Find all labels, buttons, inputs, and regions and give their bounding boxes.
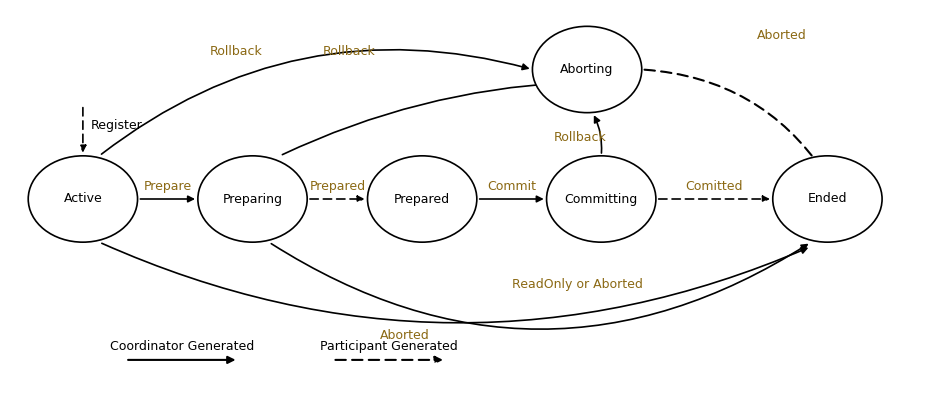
Text: Aborted: Aborted [757,29,807,42]
Text: Comitted: Comitted [685,180,743,193]
Text: Aborted: Aborted [380,329,429,342]
Text: Register: Register [90,119,142,132]
Ellipse shape [368,156,477,242]
Text: Rollback: Rollback [555,131,607,144]
Ellipse shape [533,26,642,113]
Text: Prepare: Prepare [144,180,191,193]
Text: Prepared: Prepared [309,180,365,193]
Ellipse shape [28,156,137,242]
Text: Ended: Ended [808,193,848,205]
Text: Commit: Commit [487,180,537,193]
Text: ReadOnly or Aborted: ReadOnly or Aborted [512,278,643,291]
Text: Active: Active [64,193,102,205]
Ellipse shape [547,156,656,242]
Text: Participant Generated: Participant Generated [320,340,458,353]
Text: Aborting: Aborting [560,63,613,76]
Text: Coordinator Generated: Coordinator Generated [110,340,254,353]
Ellipse shape [198,156,307,242]
Text: Rollback: Rollback [210,45,263,58]
Ellipse shape [773,156,882,242]
Text: Committing: Committing [565,193,638,205]
Text: Preparing: Preparing [223,193,283,205]
Text: Prepared: Prepared [394,193,450,205]
Text: Rollback: Rollback [323,45,376,58]
